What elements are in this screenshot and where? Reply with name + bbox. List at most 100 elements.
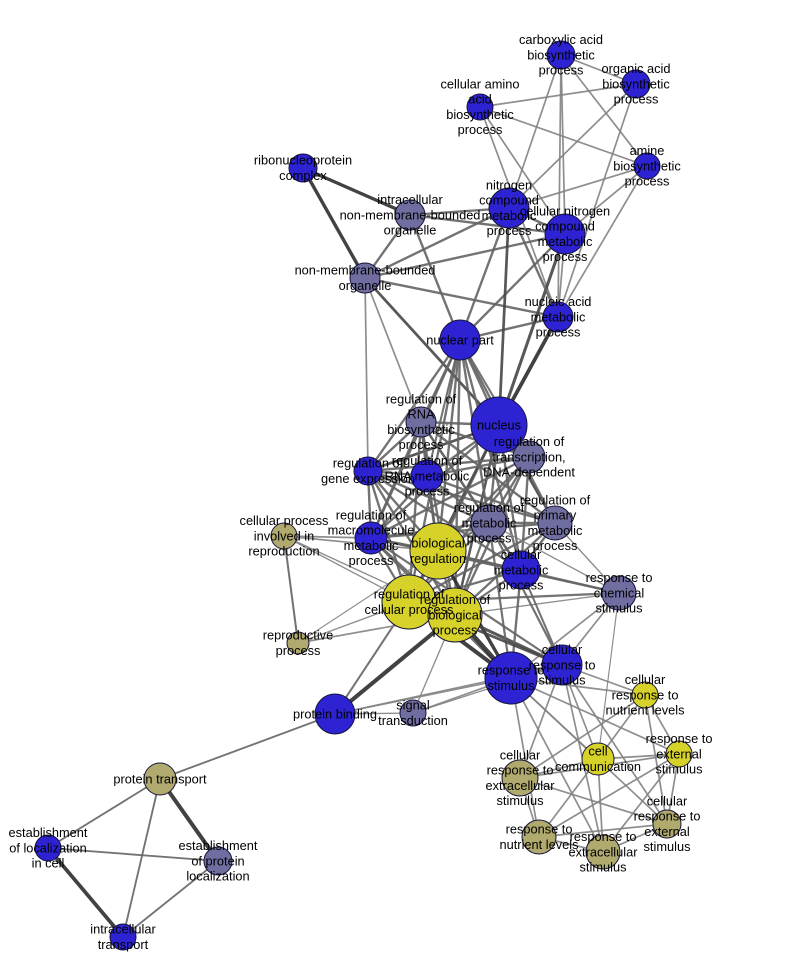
svg-text:regulation of: regulation of — [420, 592, 491, 607]
svg-text:process: process — [405, 484, 450, 499]
svg-text:nuclear part: nuclear part — [426, 332, 494, 347]
svg-text:involved in: involved in — [254, 528, 314, 543]
svg-text:localization: localization — [186, 869, 249, 884]
svg-text:stimulus: stimulus — [644, 839, 691, 854]
svg-text:biological: biological — [411, 536, 464, 551]
svg-text:of protein: of protein — [191, 853, 244, 868]
svg-text:regulation of: regulation of — [454, 500, 525, 515]
svg-text:cellular: cellular — [501, 547, 542, 562]
svg-text:process: process — [614, 92, 659, 107]
svg-text:transport: transport — [98, 937, 149, 952]
svg-text:regulation of: regulation of — [336, 508, 407, 523]
svg-text:stimulus: stimulus — [539, 673, 586, 688]
svg-text:compound: compound — [535, 219, 595, 234]
svg-text:cellular: cellular — [500, 748, 541, 763]
svg-text:transcription,: transcription, — [492, 449, 565, 464]
svg-text:amine: amine — [630, 143, 665, 158]
svg-text:reproductive: reproductive — [263, 628, 333, 643]
svg-text:biosynthetic: biosynthetic — [602, 76, 670, 91]
svg-text:establishment: establishment — [179, 838, 258, 853]
svg-text:metabolic: metabolic — [528, 523, 583, 538]
svg-text:metabolic: metabolic — [531, 309, 586, 324]
svg-text:response to: response to — [506, 822, 573, 837]
svg-text:RNA: RNA — [407, 407, 434, 422]
svg-text:response to: response to — [478, 663, 545, 678]
svg-text:response to: response to — [487, 763, 554, 778]
svg-text:transduction: transduction — [378, 713, 448, 728]
svg-text:intracellular: intracellular — [377, 192, 443, 207]
svg-text:metabolic: metabolic — [462, 515, 517, 530]
svg-text:process: process — [467, 531, 512, 546]
svg-text:biological: biological — [428, 607, 481, 622]
svg-text:reproduction: reproduction — [248, 544, 319, 559]
svg-text:metabolic: metabolic — [538, 234, 593, 249]
svg-text:metabolic: metabolic — [494, 562, 549, 577]
svg-text:in cell: in cell — [32, 856, 65, 871]
svg-text:protein binding: protein binding — [293, 706, 377, 721]
svg-text:complex: complex — [279, 168, 327, 183]
svg-text:cellular process: cellular process — [240, 513, 329, 528]
svg-text:process: process — [433, 623, 478, 638]
svg-text:biosynthetic: biosynthetic — [527, 47, 595, 62]
svg-text:non-membrane-bounded: non-membrane-bounded — [340, 207, 481, 222]
svg-text:response to: response to — [634, 809, 701, 824]
svg-text:RNA metabolic: RNA metabolic — [385, 468, 470, 483]
svg-text:cellular: cellular — [647, 794, 688, 809]
svg-text:process: process — [625, 174, 670, 189]
svg-text:primary: primary — [534, 508, 577, 523]
svg-text:process: process — [349, 553, 394, 568]
svg-text:organelle: organelle — [339, 278, 392, 293]
svg-text:establishment: establishment — [9, 825, 88, 840]
svg-text:process: process — [276, 643, 321, 658]
svg-text:response to: response to — [570, 829, 637, 844]
svg-text:external: external — [656, 746, 702, 761]
svg-text:regulation of: regulation of — [494, 434, 565, 449]
svg-text:extracellular: extracellular — [486, 778, 556, 793]
svg-text:communication: communication — [555, 759, 641, 774]
svg-text:response to: response to — [646, 731, 713, 746]
svg-text:biosynthetic: biosynthetic — [446, 107, 514, 122]
svg-text:process: process — [543, 249, 588, 264]
svg-text:organic acid: organic acid — [601, 61, 670, 76]
svg-text:cellular: cellular — [625, 672, 666, 687]
svg-text:process: process — [499, 578, 544, 593]
svg-text:non-membrane-bounded: non-membrane-bounded — [295, 263, 436, 278]
svg-text:cellular amino: cellular amino — [441, 77, 520, 92]
svg-text:nutrient levels: nutrient levels — [500, 837, 579, 852]
svg-text:of localization: of localization — [9, 840, 87, 855]
svg-text:response to: response to — [612, 687, 679, 702]
svg-text:DNA-dependent: DNA-dependent — [483, 465, 575, 480]
svg-text:response to: response to — [586, 570, 653, 585]
svg-text:nitrogen: nitrogen — [486, 178, 532, 193]
svg-text:metabolic: metabolic — [344, 538, 399, 553]
svg-text:signal: signal — [396, 698, 429, 713]
svg-text:cellular nitrogen: cellular nitrogen — [520, 204, 610, 219]
svg-text:biosynthetic: biosynthetic — [613, 158, 681, 173]
svg-text:nutrient levels: nutrient levels — [606, 703, 685, 718]
svg-text:process: process — [487, 223, 532, 238]
svg-text:cellular: cellular — [542, 642, 583, 657]
svg-text:nucleic acid: nucleic acid — [525, 294, 592, 309]
svg-text:regulation of: regulation of — [520, 493, 591, 508]
svg-text:acid: acid — [468, 92, 491, 107]
svg-text:stimulus: stimulus — [488, 678, 535, 693]
svg-text:process: process — [536, 325, 581, 340]
svg-text:extracellular: extracellular — [569, 844, 639, 859]
svg-text:protein transport: protein transport — [113, 771, 207, 786]
svg-text:stimulus: stimulus — [580, 860, 627, 875]
svg-text:stimulus: stimulus — [656, 762, 703, 777]
svg-text:organelle: organelle — [384, 223, 437, 238]
svg-text:stimulus: stimulus — [497, 793, 544, 808]
svg-text:macromolecule: macromolecule — [328, 523, 415, 538]
svg-text:intracellular: intracellular — [90, 922, 156, 937]
svg-text:process: process — [539, 63, 584, 78]
svg-text:stimulus: stimulus — [596, 601, 643, 616]
svg-text:ribonucleoprotein: ribonucleoprotein — [254, 153, 352, 168]
svg-text:regulation: regulation — [410, 551, 466, 566]
svg-text:biosynthetic: biosynthetic — [387, 422, 455, 437]
svg-text:cell: cell — [588, 744, 607, 759]
svg-text:regulation of: regulation of — [392, 453, 463, 468]
svg-text:external: external — [644, 824, 690, 839]
svg-text:process: process — [458, 122, 503, 137]
svg-text:regulation of: regulation of — [386, 392, 457, 407]
